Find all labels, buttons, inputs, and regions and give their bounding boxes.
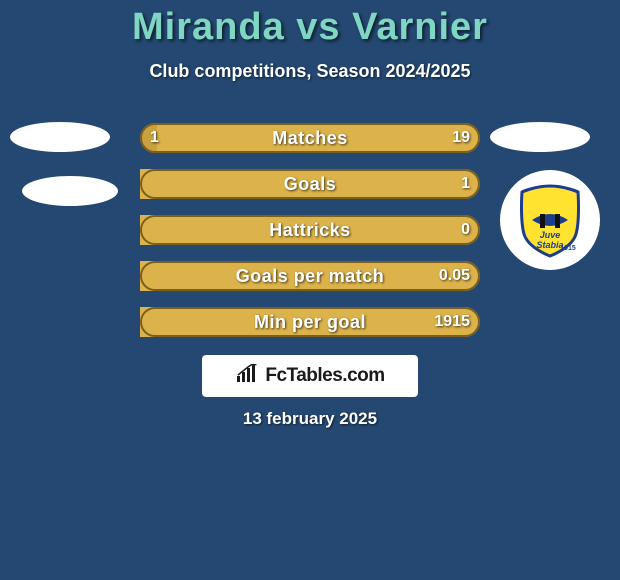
- bar-value-right: 0.05: [439, 261, 470, 291]
- bar-label: Goals: [140, 169, 480, 199]
- bar-label: Matches: [140, 123, 480, 153]
- club-badge-svg: Juve Stabia 1915: [510, 180, 590, 260]
- bar-label: Goals per match: [140, 261, 480, 291]
- bar-row-goals: Goals1: [140, 169, 480, 199]
- left-ellipse-1: [10, 122, 110, 152]
- stage: Miranda vs Varnier Club competitions, Se…: [0, 0, 620, 580]
- left-ellipse-2: [22, 176, 118, 206]
- bar-value-right: 0: [461, 215, 470, 245]
- fctables-logo[interactable]: FcTables.com: [202, 355, 418, 397]
- svg-text:1915: 1915: [560, 245, 576, 252]
- bar-value-right: 19: [452, 123, 470, 153]
- club-badge: Juve Stabia 1915: [500, 170, 600, 270]
- svg-text:Juve: Juve: [540, 230, 561, 240]
- bar-row-hattricks: Hattricks0: [140, 215, 480, 245]
- comparison-bars: Matches119Goals1Hattricks0Goals per matc…: [140, 123, 480, 353]
- fctables-text: FcTables.com: [265, 365, 384, 387]
- bar-value-right: 1: [461, 169, 470, 199]
- bar-value-left: 1: [150, 123, 159, 153]
- page-title: Miranda vs Varnier: [0, 0, 620, 49]
- chart-icon: [235, 364, 259, 389]
- bar-label: Min per goal: [140, 307, 480, 337]
- bar-label: Hattricks: [140, 215, 480, 245]
- bar-row-min-per-goal: Min per goal1915: [140, 307, 480, 337]
- bar-value-right: 1915: [434, 307, 470, 337]
- right-ellipse: [490, 122, 590, 152]
- bar-row-matches: Matches1 19: [140, 123, 480, 153]
- subtitle: Club competitions, Season 2024/2025: [0, 61, 620, 82]
- bar-row-goals-per-match: Goals per match0.05: [140, 261, 480, 291]
- date-text: 13 february 2025: [0, 409, 620, 429]
